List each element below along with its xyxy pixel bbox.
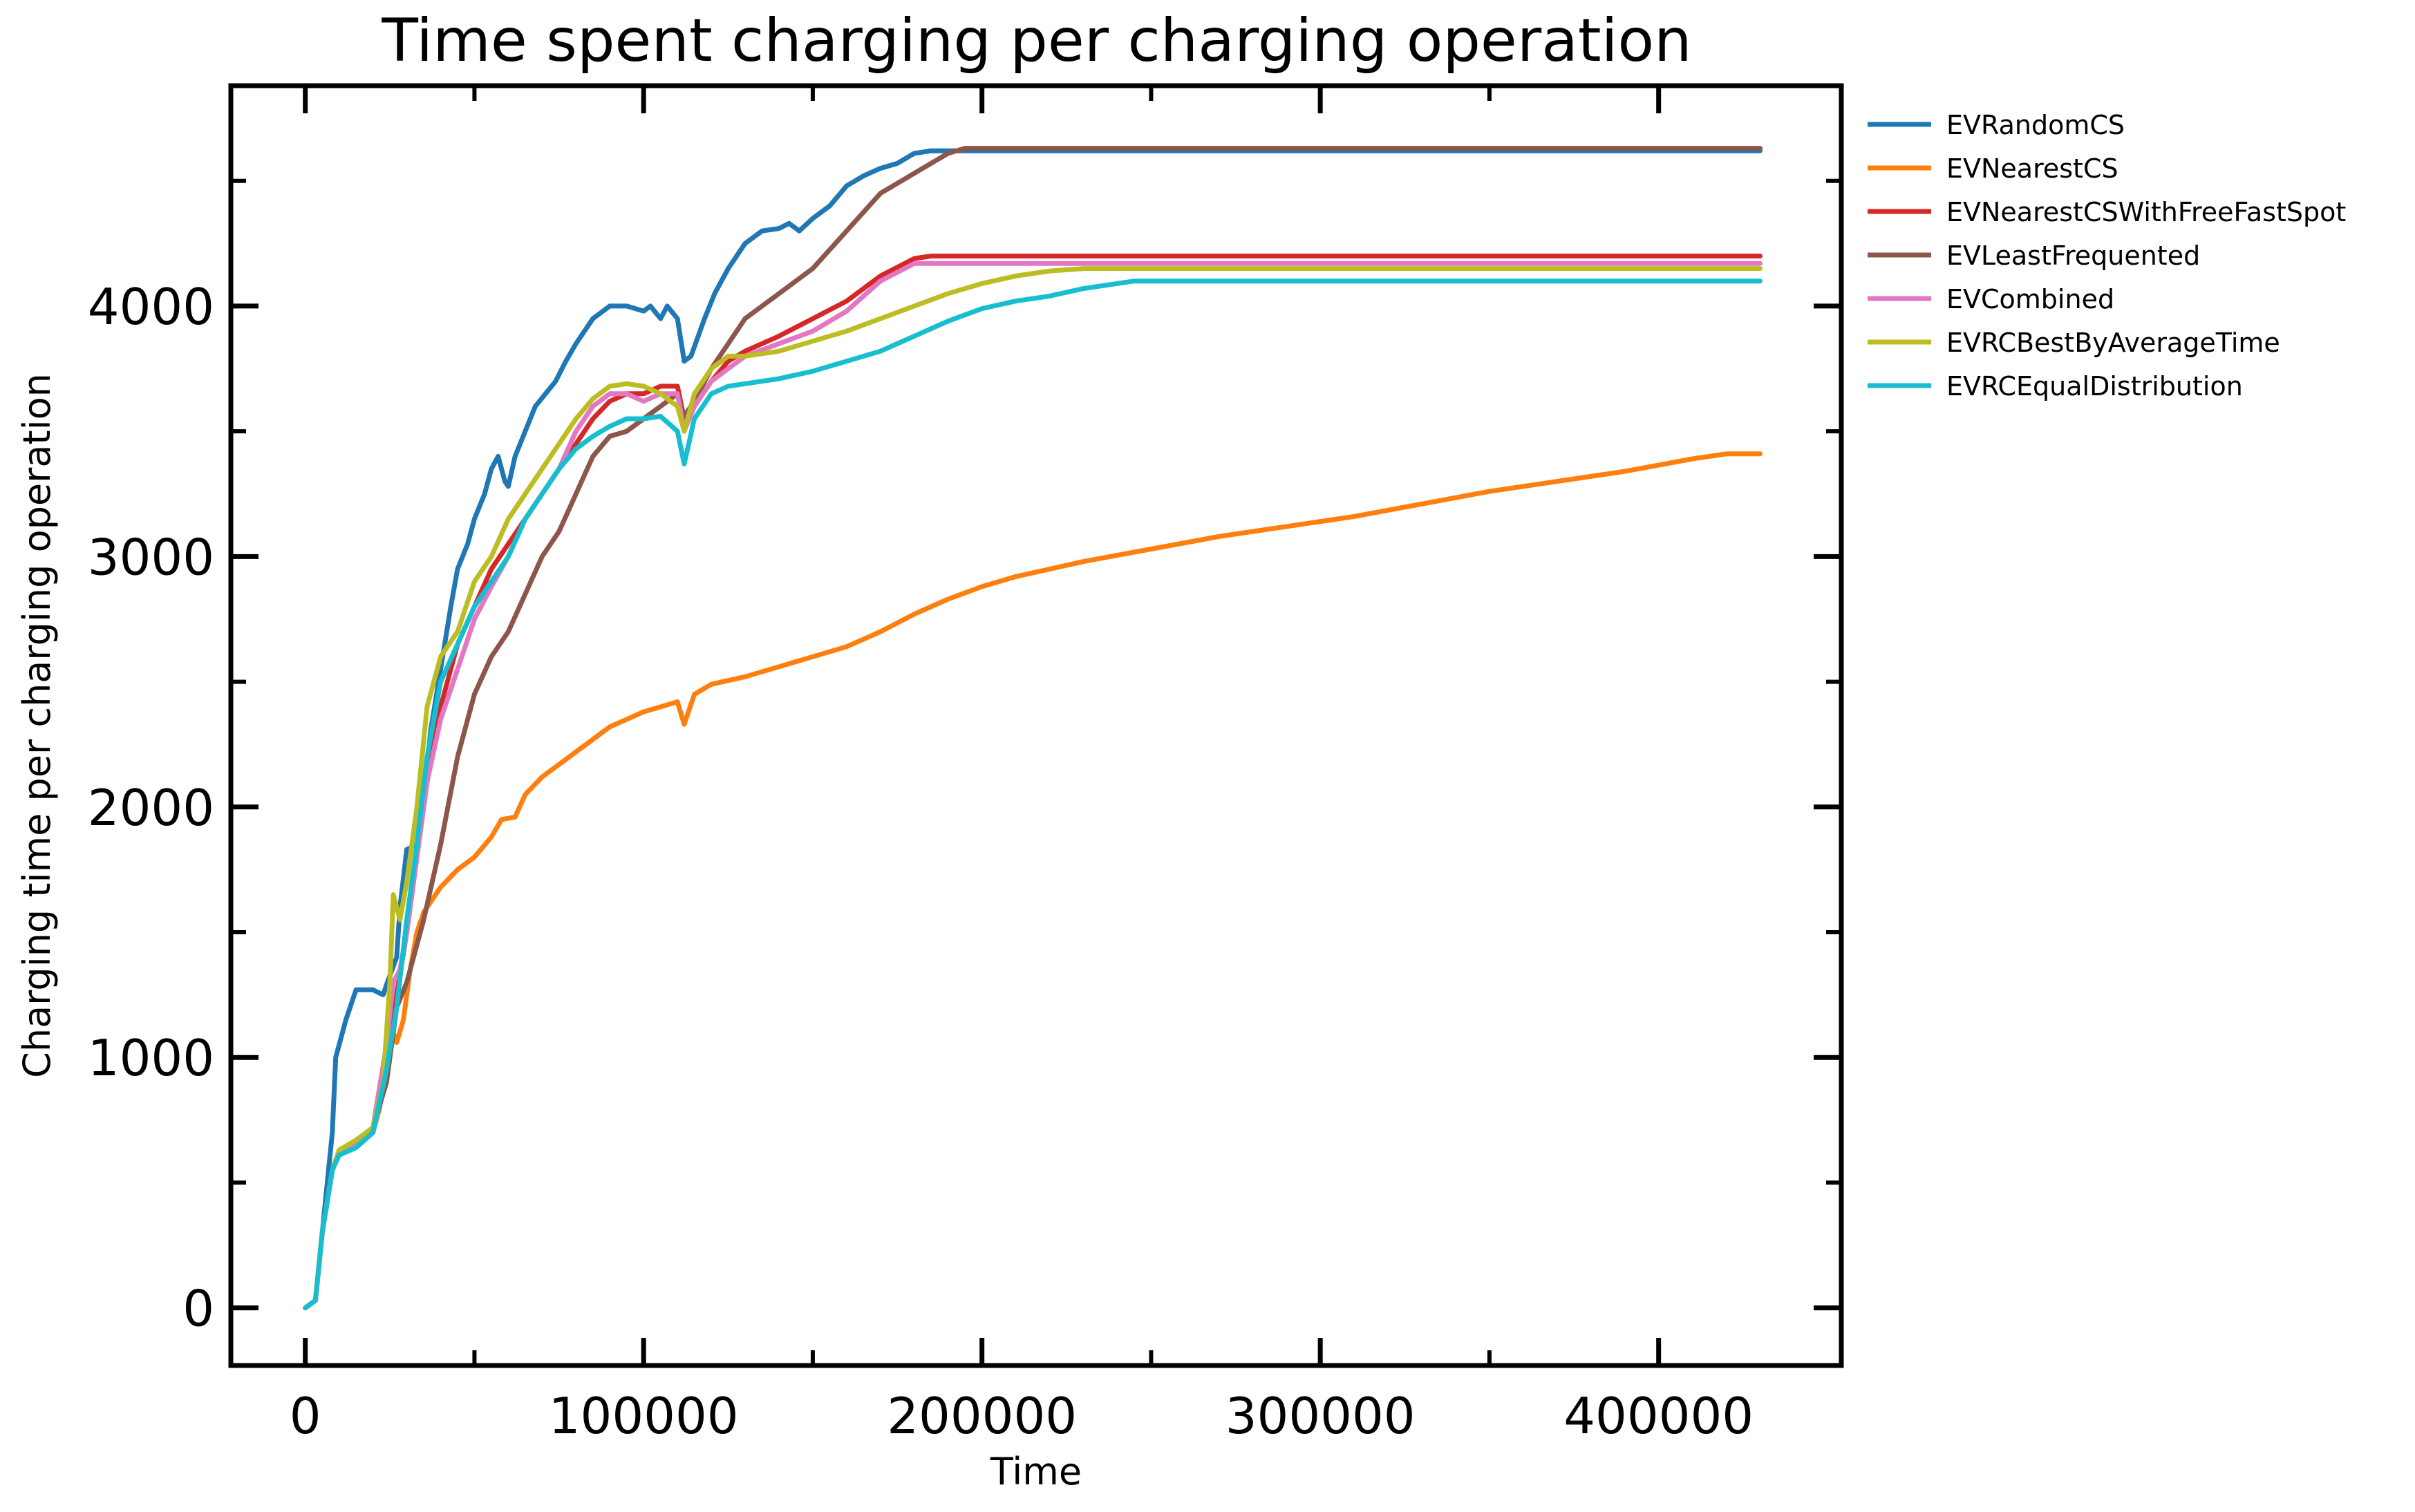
x-tick-label: 100000 xyxy=(549,1387,739,1445)
plot-frame xyxy=(228,83,1844,1368)
y-tick-label: 1000 xyxy=(88,1029,214,1087)
plot-lines xyxy=(303,146,1763,1311)
y-tick-label: 0 xyxy=(182,1280,214,1338)
x-tick-label: 0 xyxy=(290,1387,321,1445)
x-tick-label: 400000 xyxy=(1563,1387,1754,1445)
legend-label: EVLeastFrequented xyxy=(1946,240,2200,271)
legend-label: EVRCBestByAverageTime xyxy=(1946,328,2280,358)
x-tick-label: 200000 xyxy=(887,1387,1077,1445)
y-axis-label: Charging time per charging operation xyxy=(15,373,59,1078)
y-tick-label: 4000 xyxy=(88,278,214,336)
legend-label: EVCombined xyxy=(1946,284,2114,314)
series-line-6 xyxy=(303,278,1763,1311)
legend: EVRandomCS EVNearestCS EVNearestCSWithFree… xyxy=(1868,110,2346,401)
y-tick-label: 2000 xyxy=(88,779,214,837)
x-tick-label: 300000 xyxy=(1225,1387,1416,1445)
chart-title: Time spent charging per charging operati… xyxy=(381,6,1691,75)
legend-label: EVRCEqualDistribution xyxy=(1946,371,2243,401)
y-axis-ticks: 0 1000 2000 3000 4000 xyxy=(88,178,1841,1338)
y-tick-label: 3000 xyxy=(88,528,214,586)
series-line-3 xyxy=(303,146,1763,1311)
series-line-4 xyxy=(303,261,1763,1311)
series-line-5 xyxy=(303,266,1763,1311)
series-line-2 xyxy=(303,254,1763,1311)
legend-label: EVNearestCS xyxy=(1946,153,2118,184)
legend-label: EVNearestCSWithFreeFastSpot xyxy=(1946,197,2346,227)
x-axis-label: Time xyxy=(990,1450,1082,1493)
x-axis-ticks: 0 100000 200000 300000 400000 xyxy=(290,86,1754,1445)
series-line-0 xyxy=(303,148,1763,1311)
legend-label: EVRandomCS xyxy=(1946,110,2125,140)
series-line-1 xyxy=(303,451,1763,1311)
